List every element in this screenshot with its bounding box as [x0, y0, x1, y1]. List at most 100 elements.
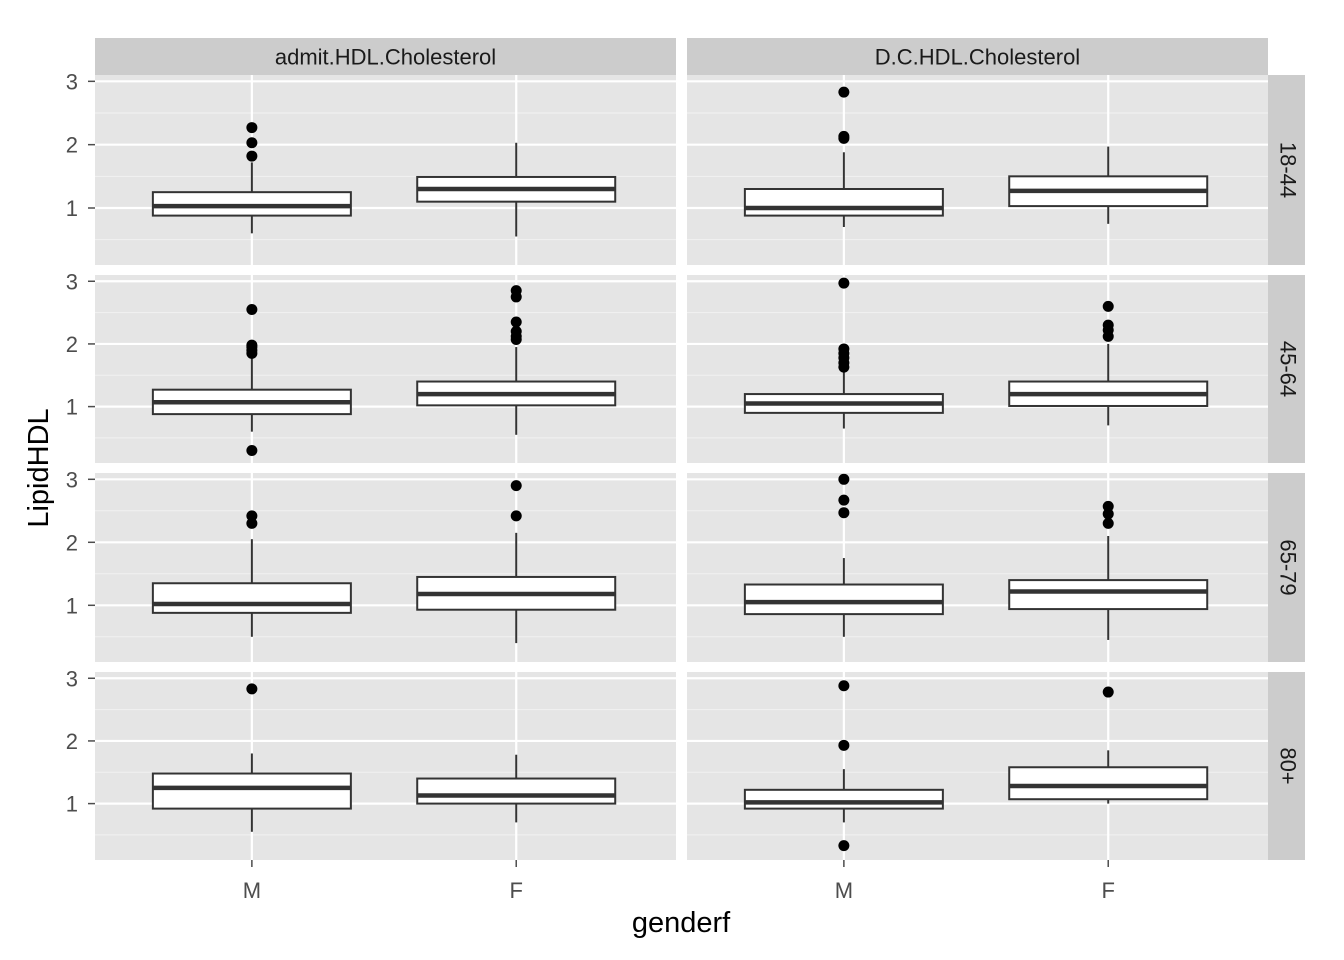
column-strip-1: D.C.HDL.Cholesterol: [687, 38, 1268, 75]
boxplot-M: [151, 303, 352, 456]
row-strip-0: 18-44: [1268, 75, 1305, 265]
y-tick-label: 2: [66, 133, 78, 158]
box-iqr: [151, 582, 352, 614]
box-iqr: [743, 788, 944, 810]
y-tick-label: 1: [66, 792, 78, 817]
outlier-point: [1102, 686, 1114, 698]
outlier-point: [838, 494, 850, 506]
boxplot-M: [743, 680, 944, 852]
y-tick-label: 3: [66, 69, 78, 94]
outlier-point: [838, 840, 850, 852]
panel-1-3: [687, 672, 1268, 860]
outlier-point: [510, 510, 522, 522]
x-tick-label: M: [243, 878, 261, 903]
y-tick-label: 1: [66, 395, 78, 420]
x-axis-title: genderf: [632, 907, 731, 939]
x-tick-label: M: [835, 878, 853, 903]
column-strip-label: admit.HDL.Cholesterol: [275, 45, 496, 70]
column-strip-label: D.C.HDL.Cholesterol: [875, 45, 1080, 70]
panel-1-1: [687, 275, 1268, 463]
outlier-point: [838, 739, 850, 751]
box-iqr: [743, 188, 944, 217]
outlier-point: [838, 277, 850, 289]
outlier-point: [510, 285, 522, 297]
row-strip-label: 45-64: [1276, 341, 1301, 397]
outlier-point: [246, 444, 258, 456]
y-tick-label: 1: [66, 593, 78, 618]
y-axis-title: LipidHDL: [23, 408, 55, 527]
panel-background: [687, 75, 1268, 265]
outlier-point: [246, 150, 258, 162]
outlier-point: [1102, 500, 1114, 512]
strip-background: [95, 38, 676, 75]
y-axis-row-2: 1 2 3: [66, 467, 95, 618]
column-strip-0: admit.HDL.Cholesterol: [95, 38, 676, 75]
panel-0-2: [95, 473, 676, 662]
outlier-point: [246, 137, 258, 149]
boxes-panel-0-0: [151, 122, 617, 237]
boxes-panel-1-2: [743, 473, 1209, 640]
outlier-point: [246, 517, 258, 529]
y-axis-row-0: 1 2 3: [66, 69, 95, 221]
panel-background: [95, 75, 676, 265]
strip-background: [1268, 473, 1305, 662]
boxplot-F: [416, 480, 617, 644]
outlier-point: [1102, 517, 1114, 529]
boxes-panel-0-3: [151, 683, 617, 832]
boxplot-F: [1008, 146, 1209, 224]
boxes-panel-1-1: [743, 277, 1209, 429]
outlier-point: [246, 510, 258, 522]
strip-background: [1268, 672, 1305, 860]
panel-background: [95, 672, 676, 860]
y-tick-label: 2: [66, 332, 78, 357]
panel-1-2: [687, 473, 1268, 662]
box-iqr: [743, 583, 944, 616]
row-strip-1: 45-64: [1268, 275, 1305, 463]
y-tick-label: 3: [66, 666, 78, 691]
panel-background: [687, 672, 1268, 860]
boxplot-M: [151, 122, 352, 234]
outlier-point: [1102, 300, 1114, 312]
boxplot-F: [416, 285, 617, 435]
box-iqr: [416, 777, 617, 805]
row-strip-label: 80+: [1276, 747, 1301, 784]
boxplot-F: [416, 142, 617, 237]
panel-background: [687, 473, 1268, 662]
outlier-point: [246, 339, 258, 351]
boxes-panel-0-2: [151, 480, 617, 644]
panel-0-0: [95, 75, 676, 265]
panel-0-1: [95, 275, 676, 463]
x-tick-label: F: [509, 878, 522, 903]
outlier-point: [838, 680, 850, 692]
boxes-panel-1-0: [743, 86, 1209, 227]
outlier-point: [838, 130, 850, 142]
y-tick-label: 3: [66, 467, 78, 492]
boxplot-M: [743, 86, 944, 227]
panel-background: [95, 473, 676, 662]
boxes-panel-1-3: [743, 680, 1209, 852]
y-axis-row-1: 1 2 3: [66, 269, 95, 420]
facet-strips: admit.HDL.Cholesterol D.C.HDL.Cholesterol…: [95, 38, 1305, 860]
y-tick-label: 2: [66, 729, 78, 754]
row-strip-label: 65-79: [1276, 539, 1301, 595]
boxplot-F: [1008, 300, 1209, 426]
outlier-point: [246, 122, 258, 134]
outlier-point: [1102, 319, 1114, 331]
outlier-point: [246, 303, 258, 315]
strip-background: [1268, 275, 1305, 463]
y-tick-label: 3: [66, 269, 78, 294]
boxplot-M: [151, 683, 352, 832]
row-strip-2: 65-79: [1268, 473, 1305, 662]
panel-background: [95, 275, 676, 463]
panels-layer: [95, 75, 1268, 860]
y-tick-label: 2: [66, 530, 78, 555]
strip-background: [687, 38, 1268, 75]
outlier-point: [1102, 508, 1114, 520]
x-tick-label: F: [1101, 878, 1114, 903]
boxplot-F: [416, 754, 617, 823]
boxplot-F: [1008, 500, 1209, 640]
